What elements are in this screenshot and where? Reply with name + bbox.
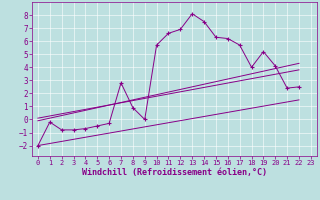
X-axis label: Windchill (Refroidissement éolien,°C): Windchill (Refroidissement éolien,°C) [82, 168, 267, 177]
